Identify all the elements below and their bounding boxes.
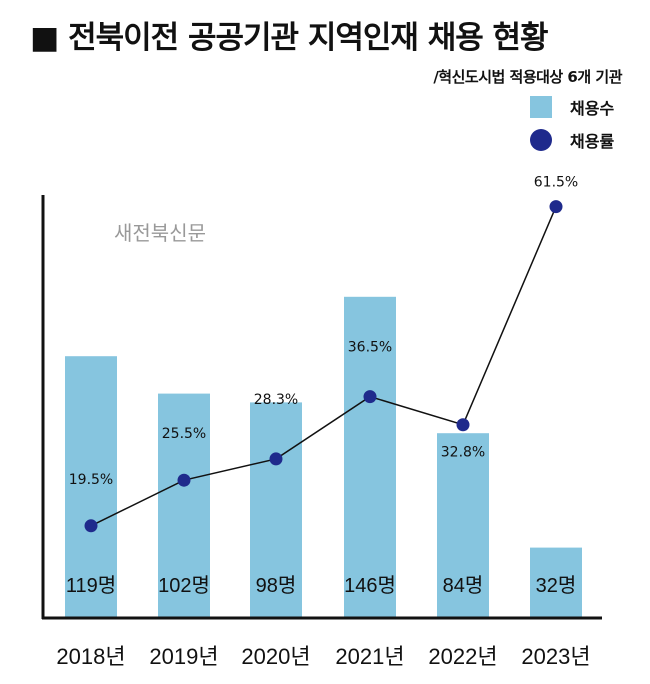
rate-label: 32.8% <box>441 445 485 461</box>
rate-point <box>84 519 98 533</box>
legend-label-bar: 채용수 <box>570 99 615 118</box>
legend-swatch-bar <box>530 96 552 118</box>
rate-label: 25.5% <box>162 426 206 442</box>
bar-value-label: 119명 <box>66 574 116 597</box>
bar-value-label: 98명 <box>256 574 297 597</box>
x-tick-label: 2019년 <box>149 644 218 669</box>
x-tick-label: 2023년 <box>521 644 590 669</box>
bar <box>437 433 489 618</box>
bar <box>158 393 210 618</box>
rate-point <box>456 418 470 432</box>
bar-value-label: 84명 <box>443 574 484 597</box>
legend-swatch-line <box>530 129 552 151</box>
rate-label: 36.5% <box>348 340 392 356</box>
rate-line <box>90 206 557 527</box>
bar <box>65 356 117 618</box>
bar-value-label: 146명 <box>344 574 396 597</box>
rate-point <box>363 390 377 404</box>
legend-item-line: 채용률 <box>530 128 614 152</box>
bar <box>344 296 396 618</box>
rate-point <box>269 452 283 466</box>
x-tick-label: 2022년 <box>428 644 497 669</box>
rate-point <box>177 473 191 487</box>
bar-value-label: 102명 <box>158 574 210 597</box>
watermark: 새전북신문 <box>114 221 206 245</box>
bar <box>250 402 302 618</box>
chart-subtitle: /혁신도시법 적용대상 6개 기관 <box>433 68 622 86</box>
rate-point <box>549 200 563 214</box>
bar <box>530 547 582 618</box>
rate-label: 19.5% <box>69 472 113 488</box>
legend-item-bar: 채용수 <box>530 95 614 119</box>
x-tick-label: 2018년 <box>56 644 125 669</box>
x-tick-label: 2020년 <box>241 644 310 669</box>
chart-title: ■ 전북이전 공공기관 지역인재 채용 현황 <box>30 20 549 56</box>
x-tick-label: 2021년 <box>335 644 404 669</box>
rate-label: 61.5% <box>534 175 578 191</box>
bar-value-label: 32명 <box>536 574 577 597</box>
legend-label-line: 채용률 <box>570 132 615 151</box>
rate-label: 28.3% <box>254 392 298 408</box>
